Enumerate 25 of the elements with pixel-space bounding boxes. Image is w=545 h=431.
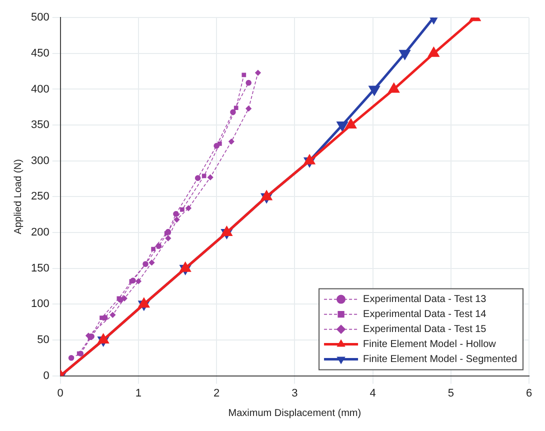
y-tick-label: 50 (37, 334, 50, 346)
x-tick-label: 5 (448, 387, 454, 400)
y-tick-label: 400 (30, 83, 50, 96)
y-tick-label: 200 (30, 226, 50, 239)
legend-label: Finite Element Model - Segmented (363, 354, 518, 366)
y-tick-label: 150 (30, 262, 50, 274)
y-tick-label: 100 (30, 298, 50, 310)
y-tick-label: 450 (30, 47, 50, 60)
legend-label: Experimental Data - Test 13 (363, 294, 487, 306)
y-tick-label: 0 (43, 370, 50, 382)
y-tick-label: 500 (30, 12, 50, 24)
x-axis-title: Maximum Displacement (mm) (228, 408, 362, 419)
x-tick-label: 3 (292, 387, 298, 400)
x-tick-label: 6 (526, 387, 532, 400)
y-tick-label: 300 (30, 154, 50, 167)
legend-label: Experimental Data - Test 15 (363, 324, 487, 336)
y-tick-label: 250 (30, 190, 50, 203)
x-tick-label: 4 (370, 387, 376, 400)
y-tick-label: 350 (30, 119, 50, 132)
legend-label: Experimental Data - Test 14 (363, 309, 487, 320)
x-tick-label: 1 (135, 387, 142, 400)
y-axis-title: Applied Load (N) (12, 159, 24, 234)
x-tick-label: 0 (57, 387, 64, 400)
legend-label: Finite Element Model - Hollow (363, 339, 497, 350)
x-tick-label: 2 (214, 387, 220, 400)
